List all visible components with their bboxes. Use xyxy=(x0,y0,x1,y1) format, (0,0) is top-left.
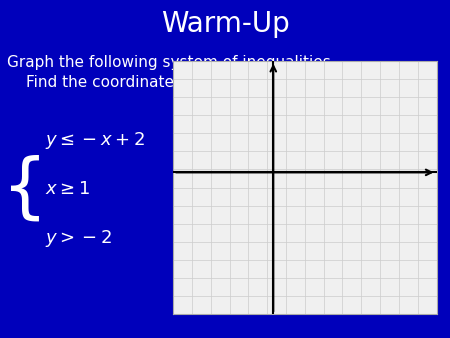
Text: {: { xyxy=(2,155,48,224)
Text: Graph the following system of inequalities.: Graph the following system of inequaliti… xyxy=(7,55,335,70)
Text: $y \leq -x + 2$: $y \leq -x + 2$ xyxy=(45,130,145,151)
Text: $x \geq 1$: $x \geq 1$ xyxy=(45,180,90,198)
Text: Warm-Up: Warm-Up xyxy=(161,10,289,38)
Text: Find the coordinates at each vertices.: Find the coordinates at each vertices. xyxy=(27,75,315,90)
Text: $y > -2$: $y > -2$ xyxy=(45,228,112,249)
